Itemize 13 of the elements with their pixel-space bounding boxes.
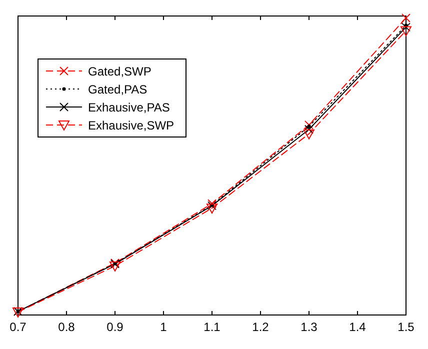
legend-label: Gated,PAS [88, 82, 148, 96]
x-tick-label: 0.7 [10, 320, 27, 334]
x-tick-label: 1.4 [349, 320, 366, 334]
legend-label: Exhausive,SWP [88, 118, 174, 132]
x-tick-label: 1.1 [204, 320, 221, 334]
legend-label: Exhausive,PAS [88, 100, 170, 114]
legend-label: Gated,SWP [88, 64, 152, 78]
x-tick-label: 0.9 [106, 320, 124, 334]
x-tick-label: 1.2 [252, 320, 270, 334]
x-tick-label: 1.5 [398, 320, 415, 334]
x-tick-label: 1.3 [300, 320, 318, 334]
x-tick-label: 1 [160, 320, 168, 334]
x-tick-label: 0.8 [58, 320, 76, 334]
